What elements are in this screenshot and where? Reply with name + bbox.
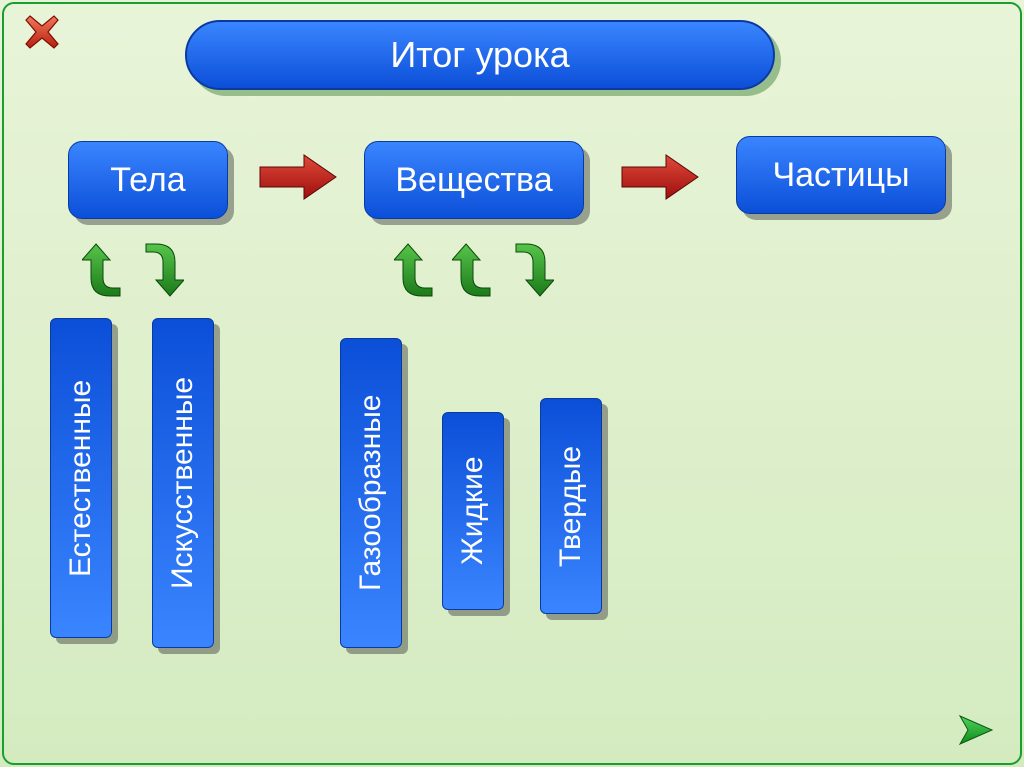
vnode-label: Естественные (64, 379, 98, 576)
node-part: Частицы (736, 136, 946, 214)
next-icon[interactable] (956, 712, 998, 748)
node-subst: Вещества (364, 141, 584, 219)
curly-arrow-icon (394, 242, 438, 298)
curly-arrow-icon (82, 242, 126, 298)
curly-arrow-icon (452, 242, 496, 298)
vnode-label: Искусственные (166, 377, 200, 589)
vnode-nat: Естественные (50, 318, 112, 638)
node-label: Частицы (772, 156, 909, 195)
red-arrow-icon (258, 153, 338, 201)
title-pill: Итог урока (185, 20, 775, 90)
vnode-gas: Газообразные (340, 338, 402, 648)
node-body: Тела (68, 141, 228, 219)
vnode-art: Искусственные (152, 318, 214, 648)
close-icon[interactable] (24, 14, 60, 50)
vnode-label: Твердые (554, 445, 588, 566)
node-label: Тела (110, 161, 185, 200)
vnode-sol: Твердые (540, 398, 602, 614)
title-text: Итог урока (390, 34, 569, 76)
red-arrow-icon (620, 153, 700, 201)
vnode-liq: Жидкие (442, 412, 504, 610)
curly-arrow-icon (510, 242, 554, 298)
node-label: Вещества (395, 161, 552, 200)
curly-arrow-icon (140, 242, 184, 298)
vnode-label: Газообразные (354, 395, 388, 591)
vnode-label: Жидкие (456, 457, 490, 566)
